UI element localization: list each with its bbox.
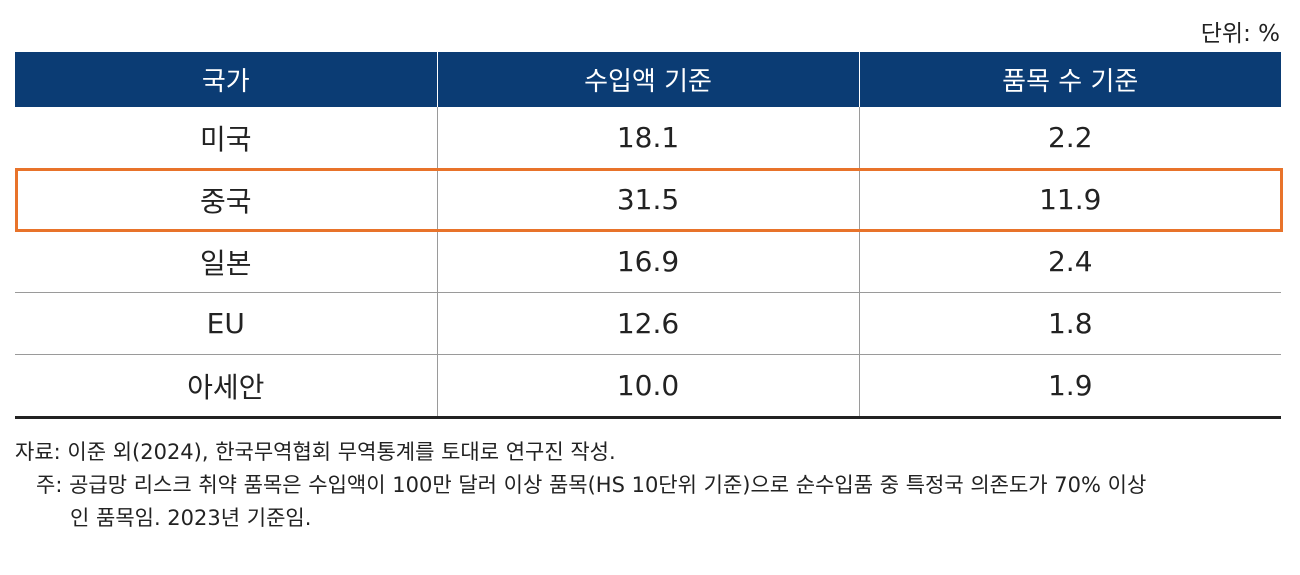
table-row: 일본 16.9 2.4 (15, 230, 1281, 293)
table-row: EU 12.6 1.8 (15, 292, 1281, 355)
cell-country: EU (15, 292, 437, 355)
table-row: 미국 18.1 2.2 (15, 107, 1281, 169)
cell-item-count: 2.4 (858, 230, 1281, 293)
cell-import-value: 16.9 (436, 230, 859, 293)
footnote-line-1: 주: 공급망 리스크 취약 품목은 수입액이 100만 달러 이상 품목(HS … (36, 473, 1147, 497)
cell-import-value: 31.5 (436, 168, 859, 231)
cell-import-value: 12.6 (436, 292, 859, 355)
table-row: 아세안 10.0 1.9 (15, 354, 1281, 419)
source-note: 자료: 이준 외(2024), 한국무역협회 무역통계를 토대로 연구진 작성. (15, 440, 616, 464)
footnote-line-2: 인 품목임. 2023년 기준임. (70, 506, 312, 530)
cell-country: 아세안 (15, 354, 437, 419)
cell-country: 중국 (15, 168, 437, 231)
cell-item-count: 11.9 (858, 168, 1281, 231)
cell-item-count: 1.8 (858, 292, 1281, 355)
table-row: 중국 31.5 11.9 (15, 168, 1281, 231)
header-import-value: 수입액 기준 (436, 52, 859, 107)
data-table-container: 국가 수입액 기준 품목 수 기준 미국 18.1 2.2 중국 31.5 11… (15, 52, 1283, 419)
cell-import-value: 18.1 (436, 107, 859, 169)
cell-item-count: 2.2 (858, 107, 1281, 169)
header-item-count: 품목 수 기준 (858, 52, 1281, 107)
cell-country: 미국 (15, 107, 437, 169)
header-country: 국가 (15, 52, 437, 107)
table-header-row: 국가 수입액 기준 품목 수 기준 (15, 52, 1281, 107)
data-table: 국가 수입액 기준 품목 수 기준 미국 18.1 2.2 중국 31.5 11… (15, 52, 1281, 419)
cell-import-value: 10.0 (436, 354, 859, 419)
cell-country: 일본 (15, 230, 437, 293)
cell-item-count: 1.9 (858, 354, 1281, 419)
notes-section: 자료: 이준 외(2024), 한국무역협회 무역통계를 토대로 연구진 작성.… (15, 436, 1285, 535)
unit-label: 단위: % (1200, 21, 1280, 47)
